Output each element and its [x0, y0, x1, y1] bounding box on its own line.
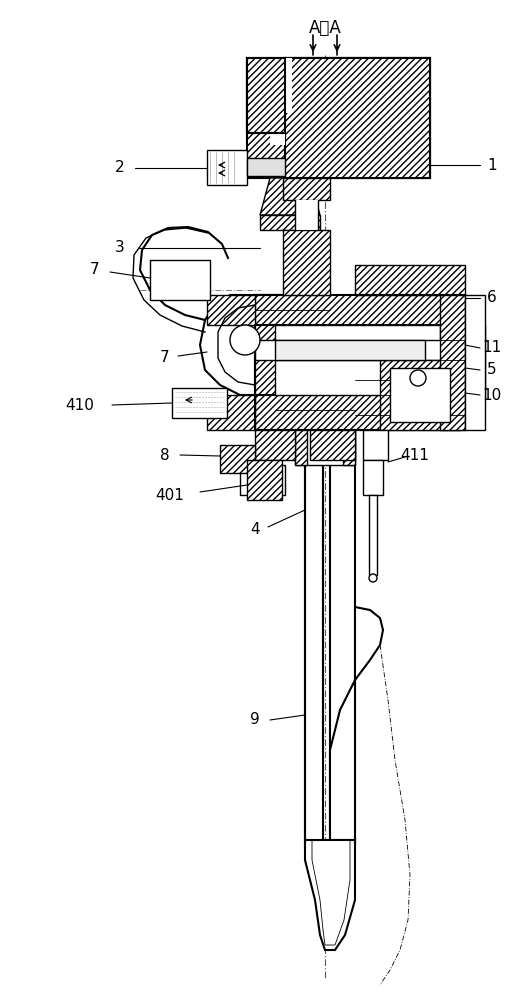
Bar [305, 465, 323, 845]
Bar [255, 430, 295, 460]
Circle shape [410, 370, 426, 386]
Text: 4: 4 [250, 522, 260, 538]
Bar [260, 215, 320, 230]
Circle shape [369, 574, 377, 582]
Bar [207, 395, 255, 430]
Bar [172, 388, 227, 418]
Text: 410: 410 [66, 397, 94, 412]
Bar [283, 178, 330, 200]
Text: 411: 411 [401, 448, 429, 462]
Bar [363, 460, 383, 495]
Bar [247, 58, 285, 133]
Text: 11: 11 [482, 340, 501, 356]
Text: 7: 7 [160, 351, 170, 365]
Bar [295, 200, 318, 230]
Bar [220, 445, 255, 473]
Bar [310, 430, 355, 460]
Text: 10: 10 [482, 387, 501, 402]
Bar [380, 360, 460, 430]
Bar [283, 230, 330, 295]
Polygon shape [330, 607, 383, 840]
Bar [295, 430, 355, 465]
Text: 7: 7 [90, 262, 100, 277]
Bar [247, 58, 292, 113]
Text: 1: 1 [487, 157, 497, 172]
Text: 5: 5 [487, 362, 497, 377]
Bar [275, 340, 425, 360]
Bar [363, 430, 388, 460]
Polygon shape [260, 178, 320, 215]
Text: 9: 9 [250, 712, 260, 728]
Bar [247, 460, 282, 500]
Bar [330, 465, 355, 845]
Bar [270, 133, 285, 145]
Bar [150, 260, 210, 300]
Bar [369, 495, 377, 575]
Bar [285, 58, 430, 178]
Text: 6: 6 [487, 290, 497, 306]
Bar [247, 58, 430, 178]
Polygon shape [247, 58, 292, 113]
Bar [295, 430, 307, 465]
Text: 8: 8 [160, 448, 170, 462]
Bar [465, 295, 485, 430]
Bar [275, 325, 440, 395]
Text: 3: 3 [115, 240, 125, 255]
Bar [255, 295, 330, 430]
Bar [355, 295, 465, 430]
Bar [255, 340, 465, 360]
Text: A－A: A－A [308, 19, 341, 37]
Circle shape [230, 325, 260, 355]
Bar [240, 465, 285, 495]
Text: 2: 2 [115, 160, 125, 176]
Polygon shape [305, 840, 355, 950]
Bar [247, 158, 285, 176]
Bar [343, 430, 355, 465]
Bar [285, 58, 430, 178]
Bar [207, 150, 247, 185]
Polygon shape [200, 295, 255, 395]
Bar [207, 295, 255, 325]
Text: 401: 401 [156, 488, 184, 502]
Bar [255, 295, 465, 325]
Bar [255, 395, 465, 430]
Bar [440, 295, 465, 430]
Bar [455, 325, 485, 400]
Bar [390, 368, 450, 422]
Bar [355, 265, 465, 295]
